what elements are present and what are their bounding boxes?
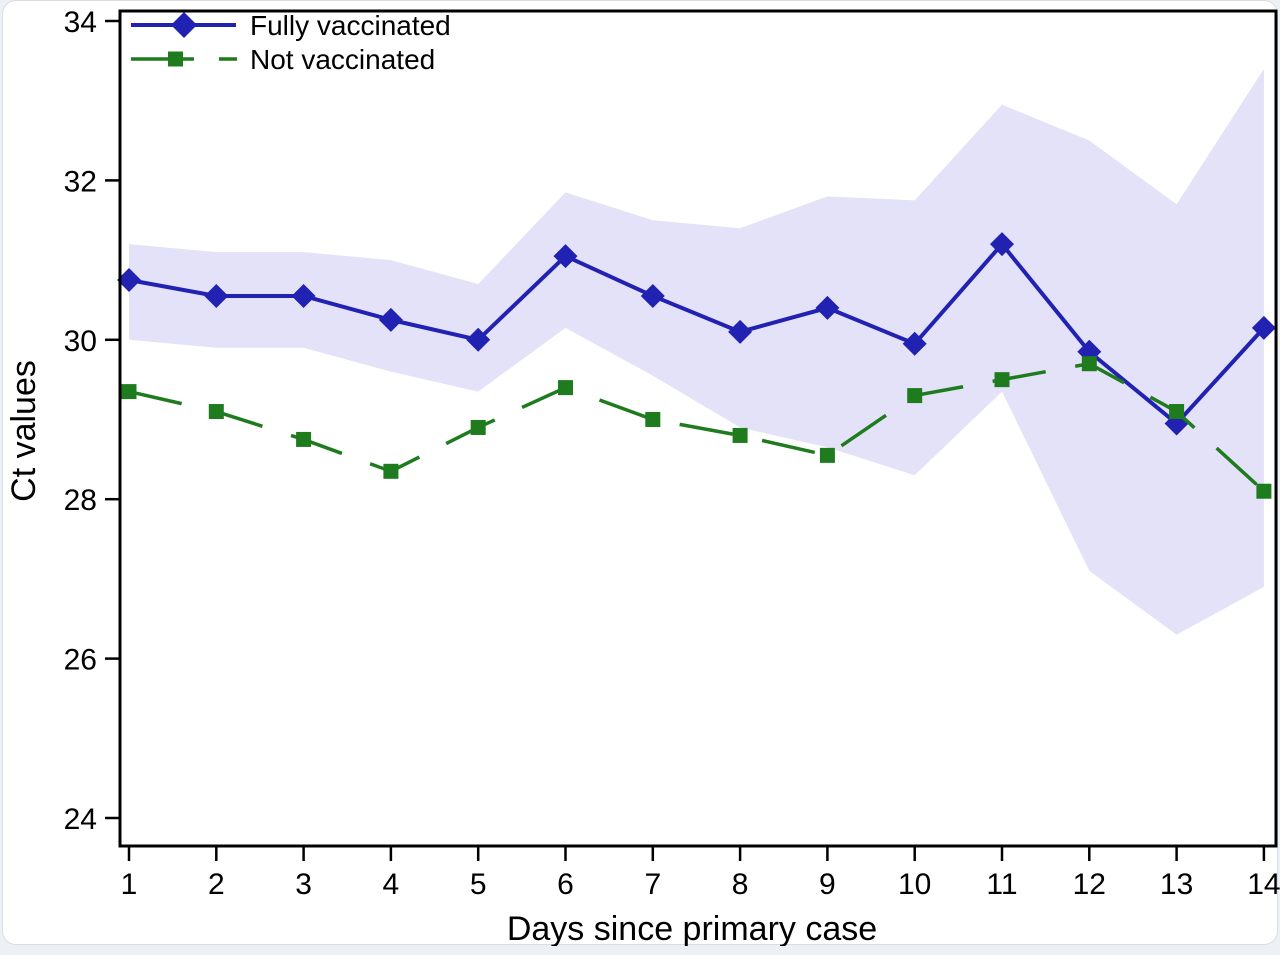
x-tick-label-8: 8: [732, 868, 749, 901]
marker-not-vaccinated-day-10: [907, 388, 923, 404]
marker-not-vaccinated-day-6: [558, 380, 573, 396]
marker-not-vaccinated-day-11: [994, 372, 1010, 388]
marker-fully-vaccinated-day-5: [466, 327, 491, 352]
marker-fully-vaccinated-day-1: [117, 268, 141, 293]
x-tick-label-11: 11: [986, 868, 1017, 901]
marker-not-vaccinated-day-4: [383, 463, 399, 479]
x-tick-label-3: 3: [295, 868, 312, 901]
marker-fully-vaccinated-day-11: [990, 232, 1014, 257]
x-tick-label-14: 14: [1247, 868, 1280, 901]
marker-not-vaccinated-day-8: [732, 427, 748, 443]
marker-fully-vaccinated-day-7: [640, 283, 665, 308]
marker-fully-vaccinated-day-8: [728, 319, 753, 344]
marker-not-vaccinated-day-3: [296, 431, 312, 447]
x-tick-label-7: 7: [644, 868, 661, 901]
marker-not-vaccinated-day-14: [1256, 483, 1272, 499]
x-tick-label-13: 13: [1160, 868, 1193, 901]
marker-not-vaccinated-day-13: [1169, 404, 1185, 420]
y-axis-title: Ct values: [5, 360, 43, 502]
confidence-band-layer: [129, 68, 1264, 635]
marker-fully-vaccinated-day-2: [204, 283, 229, 308]
series-layer: [117, 232, 1276, 499]
marker-not-vaccinated-day-9: [819, 447, 835, 463]
marker-fully-vaccinated-day-9: [815, 295, 840, 320]
y-tick-label-30: 30: [64, 325, 97, 358]
x-tick-label-12: 12: [1073, 868, 1106, 901]
marker-fully-vaccinated-day-14: [1251, 315, 1276, 340]
marker-not-vaccinated-day-5: [470, 419, 486, 435]
y-axis-ticks: 24 26 28 30 32 34: [64, 6, 120, 836]
x-tick-label-10: 10: [898, 868, 931, 901]
x-tick-label-5: 5: [470, 868, 487, 901]
marker-not-vaccinated-day-12: [1081, 356, 1097, 372]
x-tick-label-4: 4: [383, 868, 400, 901]
marker-fully-vaccinated-day-6: [553, 244, 578, 269]
x-tick-label-6: 6: [557, 868, 574, 901]
y-tick-label-28: 28: [64, 484, 97, 517]
y-tick-label-32: 32: [64, 165, 97, 198]
legend-square-marker-icon: [168, 51, 183, 67]
y-tick-label-34: 34: [64, 6, 97, 39]
legend-label: Not vaccinated: [250, 44, 435, 75]
y-tick-label-24: 24: [64, 803, 97, 836]
x-tick-label-9: 9: [819, 868, 836, 901]
x-axis-ticks: 1 2 3 4 5 6 7 8 9 10 11 12 13 14: [121, 846, 1280, 901]
x-axis-title: Days since primary case: [507, 910, 877, 946]
legend-item-not-vaccinated: Not vaccinated: [131, 44, 435, 75]
legend-item-fully-vaccinated: Fully vaccinated: [131, 10, 451, 41]
marker-not-vaccinated-day-7: [645, 412, 661, 427]
line-not-vaccinated: [128, 361, 1266, 493]
line-fully-vaccinated: [128, 241, 1266, 427]
marker-not-vaccinated-day-2: [208, 404, 224, 420]
y-tick-label-26: 26: [64, 644, 97, 677]
legend-label: Fully vaccinated: [250, 10, 451, 41]
marker-fully-vaccinated-day-3: [291, 283, 316, 308]
legend: Fully vaccinated Not vaccinated: [131, 10, 451, 75]
marker-fully-vaccinated-day-10: [902, 331, 927, 356]
legend-diamond-marker-icon: [171, 12, 197, 38]
plot-frame: [118, 9, 1278, 848]
x-tick-label-2: 2: [208, 868, 225, 901]
confidence-band: [129, 68, 1264, 635]
x-tick-label-1: 1: [121, 868, 138, 901]
marker-fully-vaccinated-day-4: [378, 307, 403, 332]
marker-not-vaccinated-day-1: [121, 384, 137, 400]
